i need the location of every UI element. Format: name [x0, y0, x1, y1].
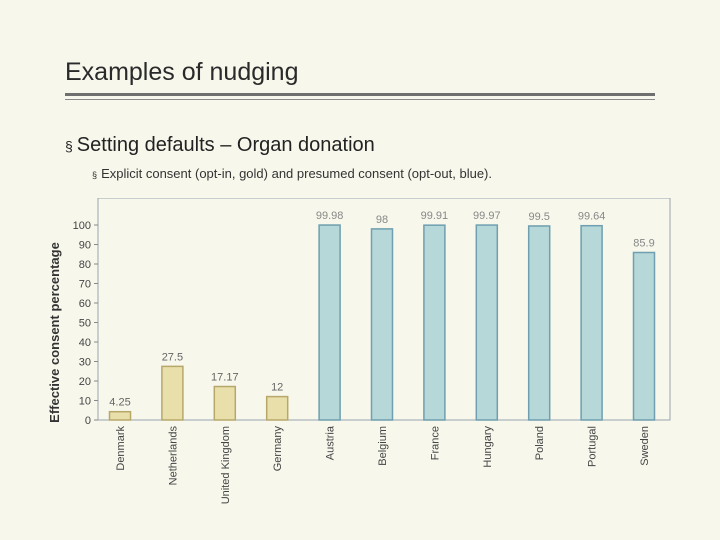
data-label: 85.9: [633, 237, 654, 249]
y-tick-label: 30: [79, 357, 91, 369]
bullet-level-1: § Setting defaults – Organ donation: [65, 134, 375, 157]
category-label: Netherlands: [167, 426, 179, 486]
bar-hungary: [475, 224, 499, 421]
category-label: France: [429, 426, 441, 460]
category-label: United Kingdom: [220, 426, 232, 504]
category-label: Belgium: [377, 426, 389, 466]
bar-poland: [527, 225, 551, 421]
data-label: 98: [376, 214, 388, 226]
y-tick-label: 90: [79, 240, 91, 252]
y-tick-label: 10: [79, 396, 91, 408]
data-label: 12: [271, 382, 283, 394]
category-label: Sweden: [639, 426, 651, 466]
bullet-level-2: § Explicit consent (opt-in, gold) and pre…: [92, 166, 492, 181]
bar-netherlands: [161, 365, 184, 421]
bar-belgium: [370, 228, 394, 421]
data-label: 17.17: [211, 372, 239, 384]
bullet-level-1-text: Setting defaults – Organ donation: [76, 134, 375, 156]
data-label: 99.91: [421, 210, 449, 222]
data-label: 4.25: [109, 397, 130, 409]
bullet-marker: §: [65, 138, 73, 154]
category-label: Portugal: [587, 426, 599, 467]
bullet-marker: §: [92, 170, 98, 180]
y-tick-label: 60: [79, 298, 91, 310]
category-label: Germany: [272, 426, 284, 472]
bar-united-kingdom: [213, 385, 237, 421]
title-divider-thick: [65, 93, 655, 96]
bar-austria: [318, 224, 341, 421]
data-label: 27.5: [162, 351, 183, 363]
data-label: 99.98: [316, 210, 344, 222]
category-label: Hungary: [482, 426, 494, 468]
y-axis-label: Effective consent percentage: [47, 242, 62, 423]
y-axis: 0 10 20 30 40 50 60 70 80 90 100: [73, 220, 98, 427]
category-label: Poland: [534, 426, 546, 460]
bar-germany: [265, 395, 289, 421]
bar-denmark: [108, 410, 132, 421]
y-tick-label: 50: [79, 318, 91, 330]
bullet-level-2-text: Explicit consent (opt-in, gold) and pres…: [101, 166, 492, 181]
bar-portugal: [580, 224, 603, 421]
category-label: Denmark: [115, 426, 127, 471]
y-tick-label: 40: [79, 337, 91, 349]
y-tick-label: 80: [79, 259, 91, 271]
category-labels: Denmark Netherlands United Kingdom Germany A…: [115, 425, 651, 504]
data-label: 99.64: [578, 211, 606, 223]
y-tick-label: 0: [85, 415, 91, 427]
y-tick-label: 20: [79, 376, 91, 388]
bar-sweden: [632, 251, 656, 421]
y-tick-label: 100: [73, 220, 91, 232]
category-label: Austria: [325, 425, 337, 460]
bars: 4.25 27.5 17.17 12 99.98 98 99.91 99.97 99.5 99.6…: [108, 210, 656, 421]
data-label: 99.5: [528, 211, 549, 223]
bar-france: [423, 224, 446, 421]
slide-title: Examples of nudging: [65, 58, 299, 86]
y-tick-label: 70: [79, 279, 91, 291]
data-label: 99.97: [473, 210, 501, 222]
consent-bar-chart: Effective consent percentage 0 10 20 30 40 50…: [47, 198, 671, 504]
title-divider-thin: [65, 99, 655, 100]
